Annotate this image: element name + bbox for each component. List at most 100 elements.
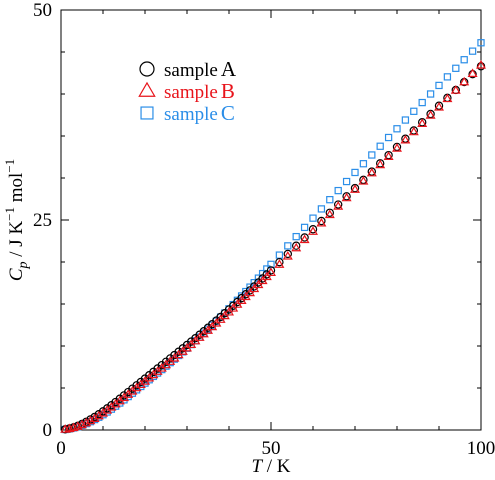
data-point-triangle [391,143,403,152]
data-point-circle [275,257,284,267]
data-point-circle [308,225,318,234]
data-point-triangle [291,242,302,252]
legend-label-prefix: sample [164,104,218,125]
y-axis-label: Cp / J K−1 mol−1 [2,159,31,281]
legend-label-prefix: sample [164,60,218,81]
data-point-square [452,64,460,72]
data-point-triangle [425,110,436,119]
y-axis-label-exp-b: −1 [2,159,17,173]
data-point-triangle [375,159,386,169]
data-point-square [477,39,485,47]
data-point-triangle [261,271,272,281]
data-point-square [376,142,384,150]
data-point-triangle [475,59,487,69]
data-point-triangle [265,267,277,277]
data-point-square [368,151,376,159]
data-point-square [300,223,309,232]
data-point-square [410,107,418,115]
data-point-triangle [316,217,327,227]
data-point-triangle [408,126,419,136]
data-point-triangle [433,101,445,111]
data-point-triangle [93,410,104,420]
data-point-square [443,73,452,81]
legend-label: sample B [164,79,235,103]
data-point-triangle [274,259,285,268]
data-point-triangle [299,234,310,244]
data-point-square [435,81,443,90]
data-point-triangle [89,413,100,422]
data-point-triangle [244,287,256,297]
data-point-circle [317,216,326,226]
data-point-triangle [417,118,428,128]
data-point-square [267,260,275,269]
data-point-triangle [358,176,369,185]
data-point-triangle [249,283,260,293]
data-point-triangle [442,93,453,103]
y-tick-label: 50 [33,0,52,21]
data-point-circle [334,200,343,209]
data-point-square [284,242,292,250]
legend-label-prefix: sample [164,82,218,103]
data-point-triangle [341,192,352,202]
x-axis-label: T / K [251,456,290,477]
legend-label-suffix: B [221,79,235,103]
y-axis-label-sub: p [16,261,31,269]
tick-labels: 0 50 100 0 25 50 [33,0,495,459]
data-point-square [309,214,317,222]
data-point-triangle [400,134,411,144]
data-point-triangle [282,250,293,260]
y-tick-label: 25 [33,210,52,231]
data-point-circle [325,208,334,217]
data-point-triangle [450,85,461,94]
y-axis-label-var: C [6,268,27,281]
data-point-circle [94,410,104,419]
data-point-square [401,116,410,124]
data-point-square [334,186,342,195]
y-axis-label-unit-a: / J K [6,221,27,262]
data-point-square [359,160,368,168]
data-point-triangle [349,184,361,193]
data-point-circle [300,233,309,242]
data-point-triangle [253,279,264,289]
x-tick-label: 100 [467,438,495,459]
data-point-triangle [467,68,478,77]
data-point-triangle [366,167,377,177]
x-tick-label: 50 [262,438,281,459]
data-point-circle [266,266,276,275]
data-point-triangle [324,209,335,219]
data-point-triangle [76,419,88,429]
x-axis-label-var: T [251,456,263,477]
data-point-triangle [333,201,344,210]
data-point-square [342,177,351,186]
data-point-triangle [459,76,470,86]
data-point-square [292,232,300,241]
data-point-square [426,90,435,98]
x-axis-label-unit: / K [262,456,291,477]
data-point-triangle [85,415,96,425]
data-point-square [418,98,426,107]
data-point-square [384,133,393,142]
data-point-circle [283,249,292,259]
data-point-square [468,47,477,55]
legend-marker-square [140,106,154,120]
data-points [60,39,487,434]
y-axis-label-unit-b: mol [6,173,27,207]
data-point-triangle [383,151,394,160]
data-point-triangle [257,275,268,285]
plot-frame [60,9,482,431]
data-point-triangle [81,417,92,427]
y-axis-label-exp-a: −1 [2,207,17,221]
x-tick-label: 0 [56,438,66,459]
legend-marker-circle [139,61,155,77]
legend-label-suffix: A [221,57,237,81]
legend-label: sample A [164,57,237,81]
data-point-triangle [307,226,319,235]
legend-label: sample C [164,101,235,125]
data-point-square [351,168,359,177]
data-point-square [317,205,326,213]
data-point-square [275,251,284,259]
data-point-square [460,56,468,64]
legend-label-suffix: C [221,101,235,125]
